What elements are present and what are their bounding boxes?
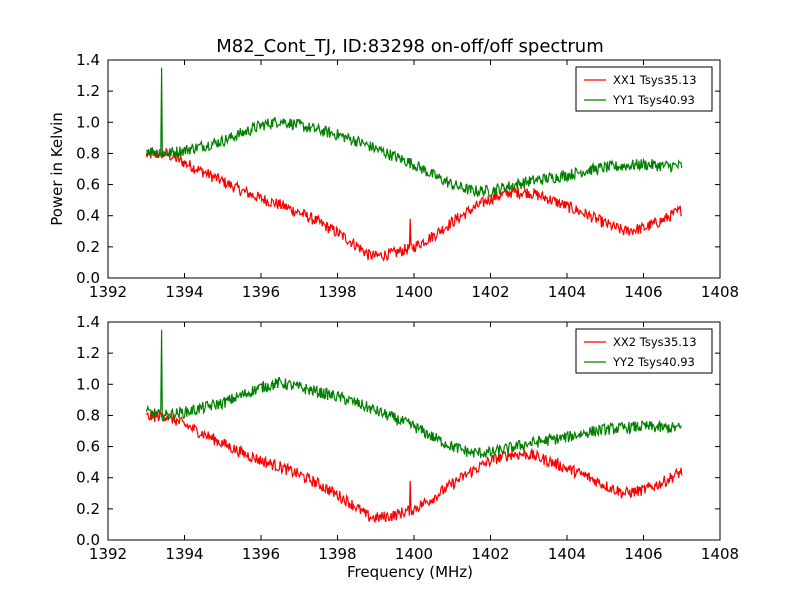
chart-title: M82_Cont_TJ, ID:83298 on-off/off spectru… (216, 36, 603, 57)
x-tick-label: 1394 (165, 545, 203, 563)
y-tick-label: 1.0 (76, 375, 100, 393)
x-tick-label: 1404 (548, 283, 586, 301)
x-axis-label: Frequency (MHz) (347, 563, 473, 581)
x-tick-label: 1406 (624, 545, 662, 563)
legend-label: YY2 Tsys40.93 (612, 355, 695, 369)
x-tick-label: 1408 (701, 283, 739, 301)
series-line-yy (146, 67, 683, 198)
x-tick-label: 1400 (395, 545, 433, 563)
y-tick-label: 0.6 (76, 438, 100, 456)
y-tick-label: 0.4 (76, 469, 100, 487)
x-tick-label: 1406 (624, 283, 662, 301)
x-tick-label: 1400 (395, 283, 433, 301)
y-tick-label: 0.6 (76, 176, 100, 194)
y-tick-label: 0.2 (76, 238, 100, 256)
y-tick-label: 1.4 (76, 313, 100, 331)
series-line-xx (145, 147, 683, 262)
y-tick-label: 0.4 (76, 207, 100, 225)
legend-label: XX2 Tsys35.13 (613, 335, 697, 349)
chart-panel-top: 1392 1394 1396 1398 1400 1402 1404 1406 1408 0.0 0… (76, 51, 739, 301)
series-line-yy (145, 329, 683, 459)
legend-label: YY1 Tsys40.93 (612, 93, 695, 107)
legend: XX1 Tsys35.13 YY1 Tsys40.93 (575, 66, 713, 112)
y-tick-label: 0.2 (76, 500, 100, 518)
series-line-xx (145, 410, 683, 523)
y-tick-label: 1.2 (76, 82, 100, 100)
x-tick-label: 1402 (471, 283, 509, 301)
y-tick-label: 1.2 (76, 344, 100, 362)
x-tick-label: 1398 (318, 283, 356, 301)
legend-label: XX1 Tsys35.13 (613, 73, 697, 87)
y-tick-label: 1.4 (76, 51, 100, 69)
x-tick-label: 1398 (318, 545, 356, 563)
legend: XX2 Tsys35.13 YY2 Tsys40.93 (575, 328, 713, 374)
y-tick-label: 0.0 (76, 269, 100, 287)
x-tick-label: 1394 (165, 283, 203, 301)
x-tick-label: 1396 (242, 545, 280, 563)
y-tick-label: 0.8 (76, 144, 100, 162)
x-tick-label: 1392 (89, 545, 127, 563)
x-tick-label: 1402 (471, 545, 509, 563)
x-tick-label: 1392 (89, 283, 127, 301)
y-axis-label: Power in Kelvin (48, 112, 66, 226)
x-tick-label: 1396 (242, 283, 280, 301)
x-tick-label: 1404 (548, 545, 586, 563)
chart-panel-bottom: 1392 1394 1396 1398 1400 1402 1404 1406 1408 0.0 0… (76, 313, 739, 563)
y-tick-label: 0.8 (76, 406, 100, 424)
y-tick-label: 1.0 (76, 113, 100, 131)
y-tick-label: 0.0 (76, 531, 100, 549)
x-tick-label: 1408 (701, 545, 739, 563)
